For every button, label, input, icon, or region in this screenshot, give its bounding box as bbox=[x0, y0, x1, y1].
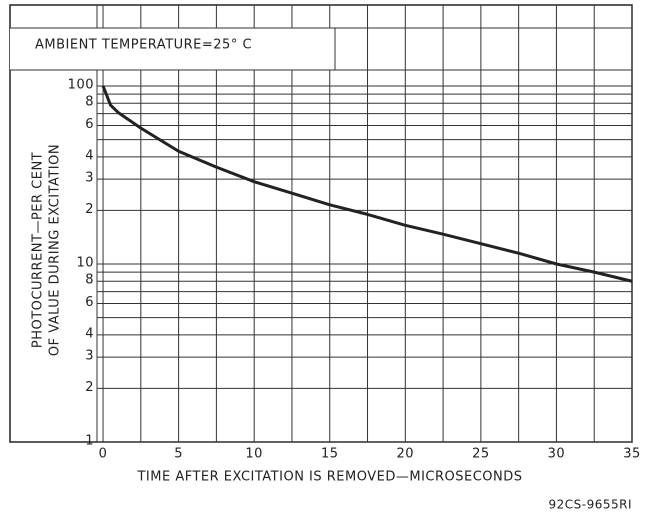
y-tick-label: 4 bbox=[85, 148, 94, 163]
y-tick-label: 8 bbox=[85, 95, 94, 110]
y-tick-label: 3 bbox=[85, 171, 94, 186]
x-tick-label: 5 bbox=[174, 447, 183, 462]
x-axis-label: TIME AFTER EXCITATION IS REMOVED—MICROSE… bbox=[136, 470, 522, 485]
y-tick-label: 3 bbox=[85, 349, 94, 364]
title-box-bg bbox=[10, 28, 335, 70]
x-tick-label: 25 bbox=[472, 447, 490, 462]
y-tick-label: 1 bbox=[85, 434, 94, 449]
y-tick-label: 2 bbox=[85, 202, 94, 217]
y-tick-label: 4 bbox=[85, 326, 94, 341]
x-tick-label: 10 bbox=[245, 447, 263, 462]
x-tick-label: 35 bbox=[623, 447, 641, 462]
figure-code: 92CS-9655RI bbox=[548, 498, 632, 512]
y-tick-label: 10 bbox=[76, 256, 94, 271]
y-axis-label: OF VALUE DURING EXCITATION bbox=[48, 144, 63, 356]
curve bbox=[101, 85, 633, 283]
x-tick-label: 30 bbox=[548, 447, 566, 462]
x-tick-label: 0 bbox=[99, 447, 108, 462]
y-tick-label: 2 bbox=[85, 380, 94, 395]
y-tick-label: 6 bbox=[85, 295, 94, 310]
x-tick-label: 15 bbox=[321, 447, 339, 462]
y-tick-label: 6 bbox=[85, 117, 94, 132]
chart-title: AMBIENT TEMPERATURE=25° C bbox=[35, 38, 252, 53]
y-tick-label: 100 bbox=[68, 78, 94, 93]
y-tick-label: 8 bbox=[85, 273, 94, 288]
y-axis-label: PHOTOCURRENT—PER CENT bbox=[31, 152, 46, 348]
x-tick-label: 20 bbox=[397, 447, 415, 462]
